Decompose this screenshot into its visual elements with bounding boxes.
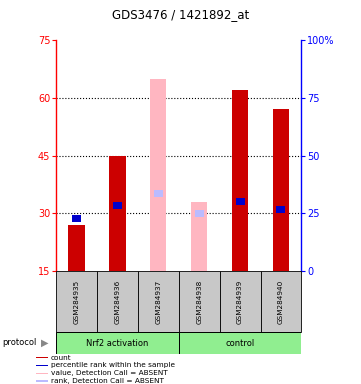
Text: Nrf2 activation: Nrf2 activation	[86, 339, 148, 348]
FancyBboxPatch shape	[97, 271, 138, 332]
Text: GSM284939: GSM284939	[237, 280, 243, 324]
Bar	[113, 202, 122, 209]
Bar	[154, 190, 163, 197]
Bar	[35, 357, 48, 358]
Bar	[35, 372, 48, 374]
Bar	[109, 156, 126, 271]
Bar	[72, 215, 81, 222]
Bar	[150, 79, 166, 271]
Bar	[68, 225, 84, 271]
Bar	[191, 202, 207, 271]
Text: rank, Detection Call = ABSENT: rank, Detection Call = ABSENT	[51, 378, 164, 384]
FancyBboxPatch shape	[261, 271, 301, 332]
FancyBboxPatch shape	[179, 332, 301, 354]
Bar	[195, 210, 204, 217]
FancyBboxPatch shape	[179, 271, 219, 332]
FancyBboxPatch shape	[56, 332, 179, 354]
FancyBboxPatch shape	[138, 271, 179, 332]
Bar	[35, 365, 48, 366]
Text: GDS3476 / 1421892_at: GDS3476 / 1421892_at	[112, 8, 249, 22]
Text: GSM284940: GSM284940	[278, 280, 284, 324]
Bar	[232, 90, 248, 271]
Text: ▶: ▶	[41, 338, 49, 348]
Text: GSM284935: GSM284935	[73, 280, 79, 324]
Text: GSM284937: GSM284937	[155, 280, 161, 324]
Text: percentile rank within the sample: percentile rank within the sample	[51, 362, 175, 368]
FancyBboxPatch shape	[56, 271, 97, 332]
Text: GSM284938: GSM284938	[196, 280, 202, 324]
Text: control: control	[225, 339, 255, 348]
FancyBboxPatch shape	[219, 271, 261, 332]
Bar	[277, 206, 286, 213]
Bar	[35, 381, 48, 382]
Bar	[236, 198, 244, 205]
Text: value, Detection Call = ABSENT: value, Detection Call = ABSENT	[51, 370, 168, 376]
Text: GSM284936: GSM284936	[114, 280, 120, 324]
Text: protocol: protocol	[2, 338, 36, 348]
Bar	[273, 109, 289, 271]
Text: count: count	[51, 355, 71, 361]
